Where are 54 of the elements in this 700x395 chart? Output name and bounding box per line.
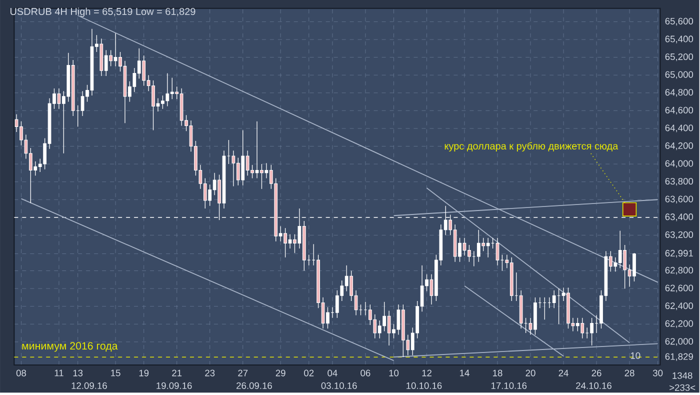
y-tick-label: 65,200 xyxy=(665,53,694,61)
text: 19.09.16 xyxy=(156,382,192,389)
y-tick-label: 61,829 xyxy=(665,353,693,361)
x-tick-label: 26 xyxy=(592,370,602,376)
x-tick-label: 28 xyxy=(624,370,634,376)
y-tick-label: 63,400 xyxy=(665,213,694,222)
x-tick-label: 23 xyxy=(205,370,215,376)
text: 10.10.16 xyxy=(406,382,442,389)
x-tick-label: 15 xyxy=(111,370,120,376)
chart-title: USDRUB 4H High = 65,519 Low = 61,829 xyxy=(10,8,196,17)
ref-line-label: минимум 2016 года xyxy=(22,342,118,352)
y-tick-label: 65,600 xyxy=(665,18,694,26)
y-tick-label: 64,000 xyxy=(665,160,694,168)
x-tick-label: 30 xyxy=(652,370,663,376)
x-tick-label: 21 xyxy=(172,370,182,376)
x-tick-label: 11 xyxy=(54,370,64,376)
y-tick-label: 62,600 xyxy=(665,284,694,292)
x-tick-label: 18 xyxy=(493,370,502,376)
x-tick-label: 19 xyxy=(139,370,149,376)
x-tick-label: 24 xyxy=(558,370,568,376)
text: 26.09.16 xyxy=(236,382,272,389)
y-tick-label: 62,800 xyxy=(665,266,694,274)
y-tick-label: 62,991 xyxy=(665,250,693,258)
y-tick-label: 64,800 xyxy=(665,88,694,97)
x-tick-label: 29 xyxy=(276,370,286,376)
x-tick-label: 06 xyxy=(360,370,370,376)
text: 1348 xyxy=(672,372,692,379)
y-tick-label: 64,400 xyxy=(665,124,694,132)
y-tick-label: 65,000 xyxy=(665,71,694,79)
annotation: 10 xyxy=(630,352,640,359)
y-tick-label: 63,600 xyxy=(665,196,694,204)
text: 03.10.16 xyxy=(321,382,357,389)
y-tick-label: 62,200 xyxy=(665,320,694,328)
text: >233< xyxy=(670,384,696,391)
text: 12.09.16 xyxy=(72,382,107,389)
x-tick-label: 14 xyxy=(460,370,470,376)
x-tick-label: 10 xyxy=(389,370,399,376)
y-tick-label: 62,000 xyxy=(665,338,694,346)
y-tick-label: 63,800 xyxy=(665,178,694,186)
x-tick-label: 02 xyxy=(304,370,314,376)
text: 17.10.16 xyxy=(491,382,527,389)
text: 24.10.16 xyxy=(576,382,612,389)
y-tick-label: 64,200 xyxy=(665,142,694,150)
x-tick-label: 20 xyxy=(526,370,536,376)
x-tick-label: 27 xyxy=(238,370,248,376)
y-tick-label: 64,600 xyxy=(665,106,694,114)
x-tick-label: 13 xyxy=(73,370,83,376)
y-tick-label: 63,200 xyxy=(665,231,694,239)
x-tick-label: 04 xyxy=(328,370,338,376)
annotation: курс доллара к рублю движется сюда xyxy=(444,142,618,152)
y-tick-label: 65,400 xyxy=(665,36,694,44)
x-tick-label: 12 xyxy=(422,370,432,376)
y-tick-label: 62,400 xyxy=(665,302,694,310)
x-tick-label: 08 xyxy=(16,370,26,376)
